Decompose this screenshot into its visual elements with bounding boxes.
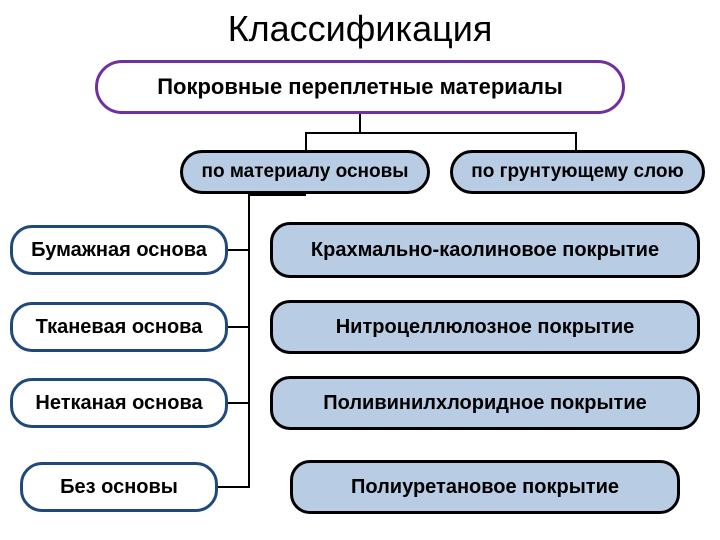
leaf-starch-kaolin: Крахмально-каолиновое покрытие	[270, 222, 700, 278]
leaf-label: Бумажная основа	[31, 239, 207, 262]
leaf-label: Нетканая основа	[35, 392, 202, 415]
leaf-nitrocellulose: Нитроцеллюлозное покрытие	[270, 300, 700, 354]
leaf-label: Поливинилхлоридное покрытие	[323, 392, 647, 415]
connector	[228, 402, 250, 404]
connector	[305, 132, 307, 150]
leaf-pvc: Поливинилхлоридное покрытие	[270, 376, 700, 430]
leaf-nonwoven-base: Нетканая основа	[10, 378, 228, 428]
category-base-material: по материалу основы	[180, 150, 430, 194]
connector	[248, 194, 250, 486]
leaf-paper-base: Бумажная основа	[10, 225, 228, 275]
connector	[359, 114, 361, 132]
connector	[218, 486, 250, 488]
leaf-label: Без основы	[60, 476, 178, 499]
category-label: по материалу основы	[201, 161, 408, 183]
leaf-polyurethane: Полиуретановое покрытие	[290, 460, 680, 514]
page-title: Классификация	[0, 8, 720, 50]
diagram-stage: Классификация Покровные переплетные мате…	[0, 0, 720, 540]
root-label: Покровные переплетные материалы	[157, 74, 563, 99]
root-node: Покровные переплетные материалы	[95, 60, 625, 114]
leaf-label: Тканевая основа	[36, 316, 203, 339]
connector	[228, 326, 250, 328]
leaf-label: Нитроцеллюлозное покрытие	[336, 316, 635, 339]
category-primer-layer: по грунтующему слою	[450, 150, 705, 194]
leaf-fabric-base: Тканевая основа	[10, 302, 228, 352]
connector	[248, 194, 306, 196]
leaf-label: Полиуретановое покрытие	[351, 476, 619, 499]
leaf-label: Крахмально-каолиновое покрытие	[311, 239, 659, 262]
connector	[305, 132, 577, 134]
connector	[228, 249, 250, 251]
leaf-no-base: Без основы	[20, 462, 218, 512]
connector	[575, 132, 577, 150]
category-label: по грунтующему слою	[471, 161, 683, 183]
